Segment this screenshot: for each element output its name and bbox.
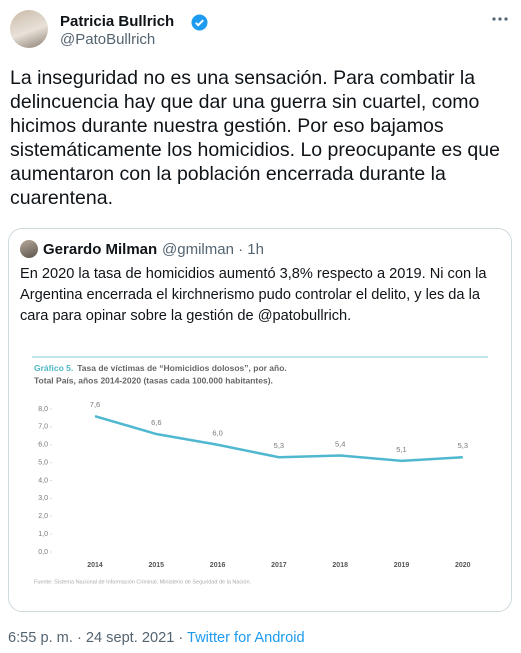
author-handle[interactable]: @PatoBullrich: [60, 31, 156, 48]
quoted-tweet[interactable]: [8, 228, 512, 612]
data-label: 5,1: [396, 445, 406, 454]
quote-author-handle: @gmilman · 1h: [162, 241, 264, 258]
quote-avatar: [20, 240, 38, 258]
x-tick-label: 2018: [332, 562, 348, 569]
avatar[interactable]: [10, 10, 48, 48]
verified-badge: [191, 14, 208, 31]
data-line: [94, 414, 463, 463]
y-tick-label: 0,0: [38, 549, 48, 556]
data-label: 5,3: [274, 441, 284, 450]
tweet-footer: 6:55 p. m. · 24 sept. 2021 · Twitter for…: [8, 630, 305, 646]
data-label: 6,0: [212, 429, 222, 438]
x-tick-label: 2016: [210, 562, 226, 569]
chart: Gráfico 5. Tasa de víctimas de “Homicidio…: [32, 356, 488, 585]
tweet-text: La inseguridad no es una sensación. Para…: [10, 67, 500, 209]
data-label: 6,6: [151, 418, 161, 427]
y-tick-label: 5,0: [38, 459, 48, 466]
client[interactable]: Twitter for Android: [187, 630, 305, 646]
y-tick-label: 2,0: [38, 513, 48, 520]
quote-text: En 2020 la tasa de homicidios aumentó 3,…: [20, 266, 487, 324]
data-label: 7,6: [90, 400, 100, 409]
x-tick-label: 2014: [87, 562, 103, 569]
chart-title-prefix: Gráfico 5.: [34, 363, 73, 373]
timestamp[interactable]: 6:55 p. m. · 24 sept. 2021 ·: [8, 630, 184, 646]
data-label: 5,3: [458, 441, 468, 450]
chart-subtitle: Total País, años 2014-2020 (tasas cada 1…: [34, 375, 273, 385]
author-name[interactable]: Patricia Bullrich: [60, 13, 175, 30]
y-tick-label: 7,0: [38, 424, 48, 431]
y-tick-label: 3,0: [38, 495, 48, 502]
x-tick-label: 2019: [394, 562, 410, 569]
x-tick-label: 2017: [271, 562, 287, 569]
x-tick-label: 2020: [455, 562, 471, 569]
more-menu[interactable]: [490, 14, 510, 24]
chart-title: Gráfico 5. Tasa de víctimas de “Homicidio…: [34, 363, 287, 373]
y-tick-label: 6,0: [38, 442, 48, 449]
quote-author-name: Gerardo Milman: [43, 241, 158, 258]
chart-source: Fuente: Sistema Nacional de Información …: [34, 579, 252, 585]
y-tick-label: 4,0: [38, 477, 48, 484]
y-tick-label: 1,0: [38, 531, 48, 538]
data-label: 5,4: [335, 439, 345, 448]
y-tick-label: 8,0: [38, 406, 48, 413]
chart-title-text: Tasa de víctimas de “Homicidios dolosos”…: [77, 363, 287, 373]
x-tick-label: 2015: [149, 562, 165, 569]
